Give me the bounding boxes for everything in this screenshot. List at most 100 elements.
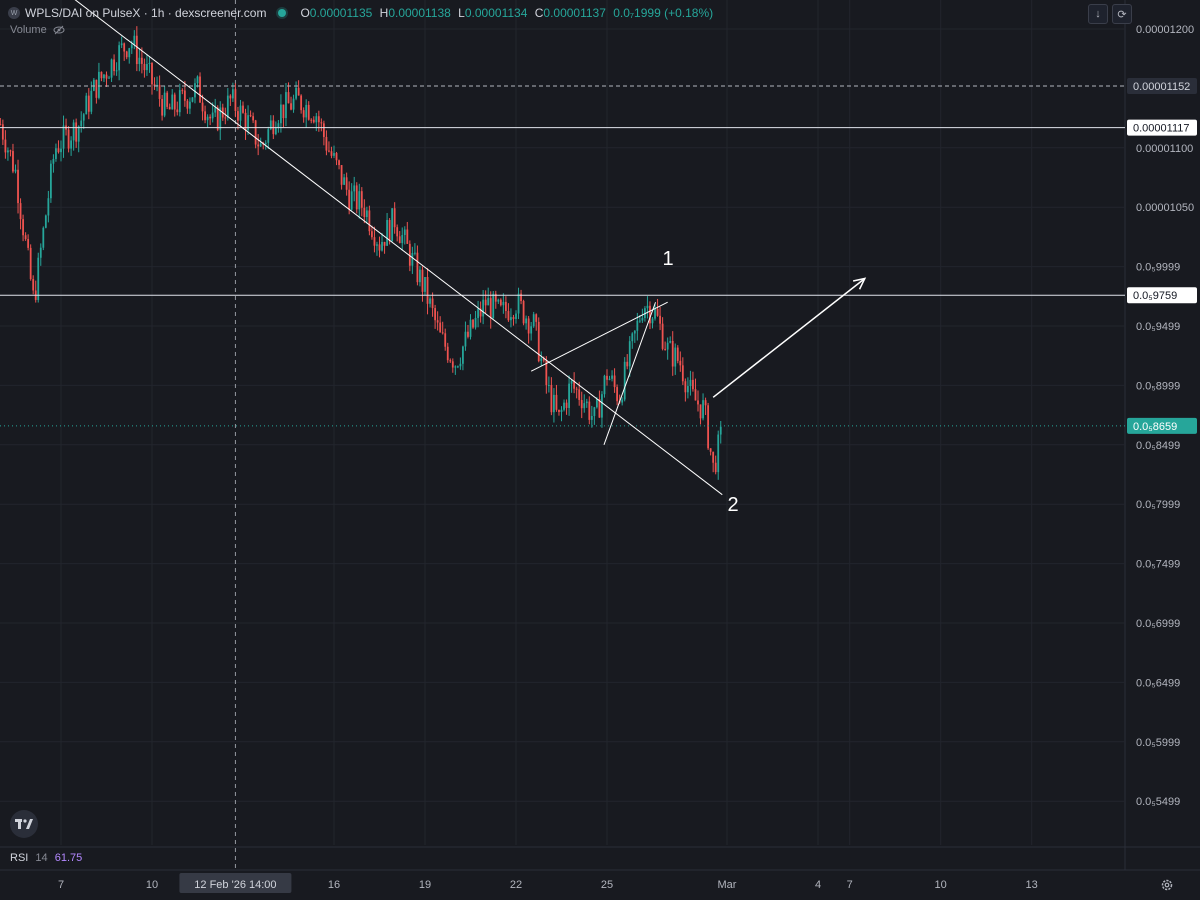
price-tick-label: 0.0₅8499: [1136, 440, 1180, 452]
candle-body: [229, 95, 232, 99]
candle-body: [123, 43, 126, 52]
candle-body: [396, 227, 399, 237]
candle-body: [358, 191, 361, 210]
candle-body: [434, 308, 437, 321]
candle-body: [55, 148, 57, 159]
time-tick-label: 4: [815, 879, 821, 891]
candle-body: [310, 119, 313, 121]
candle-body: [439, 322, 442, 333]
candle-body: [297, 87, 300, 96]
candle-body: [686, 386, 689, 393]
candle-body: [285, 92, 287, 119]
gear-icon[interactable]: [1160, 878, 1174, 892]
candle-body: [421, 269, 424, 292]
candle-body: [181, 90, 184, 92]
candle-body: [224, 117, 227, 119]
candle-body: [335, 153, 338, 161]
price-tick-label: 0.00001200: [1136, 24, 1194, 36]
candle-body: [603, 375, 606, 395]
price-tick-label: 0.0₅5999: [1136, 737, 1180, 749]
candle-body: [138, 57, 141, 65]
candle-body: [206, 116, 209, 121]
candle-body: [555, 394, 558, 410]
price-tick-label: 0.0₅8999: [1136, 380, 1180, 392]
candle-body: [659, 315, 661, 324]
candle-body: [62, 125, 65, 149]
candle-body: [633, 330, 636, 334]
chart-title[interactable]: WPLS/DAI on PulseX · 1h · dexscreener.co…: [25, 6, 267, 20]
time-tick-label: 25: [601, 879, 613, 891]
candle-body: [292, 98, 295, 110]
change-value: 0.0₇1999 (+0.18%): [613, 6, 714, 20]
candle-body: [401, 235, 404, 244]
candle-body: [601, 394, 603, 418]
annotation-label-1: 1: [662, 248, 673, 270]
tradingview-logo-icon[interactable]: [10, 810, 38, 838]
candle-body: [386, 220, 388, 246]
candle-body: [563, 402, 565, 410]
candle-body: [290, 103, 292, 110]
candle-body: [626, 361, 629, 367]
high-label: H: [379, 6, 389, 20]
candle-body: [499, 299, 502, 306]
candle-body: [598, 399, 601, 418]
candle-body: [376, 244, 378, 246]
candle-body: [143, 63, 146, 71]
price-tick-label: 0.0₅7999: [1136, 499, 1180, 511]
candle-body: [189, 101, 191, 109]
volume-legend[interactable]: Volume: [10, 24, 65, 36]
candle-body: [47, 198, 50, 216]
rsi-legend[interactable]: RSI 14 61.75: [10, 852, 82, 864]
refresh-icon[interactable]: ⟳: [1112, 4, 1132, 24]
candle-body: [487, 298, 490, 306]
candle-body: [151, 62, 153, 85]
candle-body: [462, 346, 464, 364]
candle-body: [24, 235, 27, 240]
candle-body: [515, 313, 517, 319]
candle-body: [333, 153, 335, 156]
candle-body: [219, 107, 222, 130]
candle-body: [325, 136, 328, 151]
candle-body: [125, 51, 128, 58]
candle-body: [525, 318, 528, 324]
candle-body: [237, 111, 239, 121]
candle-body: [254, 120, 257, 145]
candle-body: [578, 389, 581, 400]
arrow-down-icon[interactable]: ↓: [1088, 4, 1108, 24]
candle-body: [264, 142, 267, 145]
candle-body: [704, 400, 707, 406]
candle-body: [482, 299, 485, 317]
candle-body: [717, 434, 720, 473]
candle-body: [631, 333, 634, 342]
candle-body: [444, 333, 447, 347]
candle-body: [709, 448, 712, 452]
candle-body: [42, 227, 45, 248]
horizontal-levels: [0, 85, 1125, 427]
eye-off-icon[interactable]: [53, 24, 65, 36]
candle-body: [158, 84, 161, 99]
candle-body: [441, 332, 444, 334]
candle-body: [330, 151, 333, 156]
candle-body: [39, 247, 42, 258]
candle-body: [345, 177, 348, 190]
candle-body: [464, 331, 467, 347]
candle-body: [108, 77, 110, 79]
candle-body: [510, 317, 512, 321]
candle-body: [128, 48, 131, 58]
candle-body: [355, 185, 358, 210]
candle-body: [135, 35, 138, 65]
candle-body: [14, 169, 17, 172]
candle-body: [520, 293, 522, 302]
candle-body: [100, 71, 103, 79]
candle-body: [570, 380, 573, 384]
candle-body: [540, 358, 543, 362]
candle-body: [77, 126, 80, 142]
price-tick-label: 0.0₅5499: [1136, 796, 1180, 808]
time-tick-label: 16: [328, 879, 340, 891]
candle-body: [196, 76, 199, 84]
candle-body: [479, 308, 482, 317]
candle-body: [70, 140, 73, 149]
candle-body: [4, 139, 7, 153]
candle-body: [312, 119, 315, 123]
